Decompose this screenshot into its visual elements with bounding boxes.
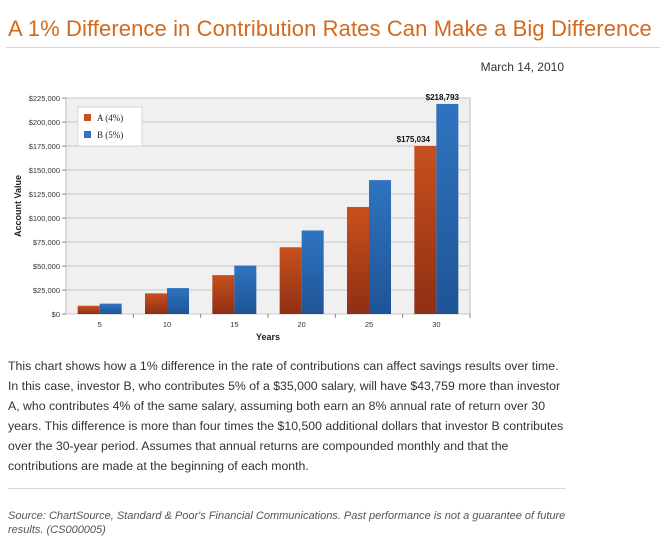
- legend-swatch-b: [84, 131, 91, 138]
- y-tick-label: $125,000: [29, 190, 60, 199]
- bar-b-5: [99, 303, 122, 314]
- y-tick-label: $0: [52, 310, 60, 319]
- x-tick-label: 15: [230, 320, 238, 329]
- bar-a-30: [414, 145, 437, 314]
- bar-chart: $0 $25,000 $50,000 $75,000 $100,000 $125,000 $…: [8, 90, 478, 345]
- legend-label-b: B (5%): [97, 130, 123, 140]
- x-tick-label: 10: [163, 320, 171, 329]
- bar-b-30: [436, 103, 459, 315]
- legend-swatch-a: [84, 114, 91, 121]
- bar-b-10: [167, 288, 189, 314]
- legend-box: [77, 106, 143, 147]
- bar-a-20: [279, 247, 302, 314]
- bar-b-15: [234, 265, 257, 314]
- source-note: Source: ChartSource, Standard & Poor's F…: [8, 510, 566, 536]
- y-tick-label: $50,000: [33, 262, 60, 271]
- x-tick-label: 5: [98, 320, 102, 329]
- publish-date: March 14, 2010: [480, 60, 564, 74]
- y-tick-label: $150,000: [29, 166, 60, 175]
- y-axis-title: Account Value: [13, 175, 23, 237]
- bar-b-20: [301, 230, 324, 314]
- y-tick-label: $25,000: [33, 286, 60, 295]
- source-divider: [8, 488, 566, 489]
- chart-svg: $0 $25,000 $50,000 $75,000 $100,000 $125,000 $…: [13, 93, 471, 342]
- bar-a-5: [77, 305, 100, 314]
- bar-b-25: [369, 180, 391, 314]
- y-tick-label: $100,000: [29, 214, 60, 223]
- bar-a-15: [212, 275, 235, 314]
- y-tick-label: $225,000: [29, 94, 60, 103]
- y-tick-label: $75,000: [33, 238, 60, 247]
- y-tick-label: $175,000: [29, 142, 60, 151]
- x-tick-label: 20: [297, 320, 305, 329]
- bar-a-25: [347, 206, 369, 314]
- x-tick-label: 25: [365, 320, 373, 329]
- title-divider: [6, 47, 660, 48]
- chart-description: This chart shows how a 1% difference in …: [8, 359, 564, 473]
- y-tick-label: $200,000: [29, 118, 60, 127]
- bar-a-10: [145, 293, 167, 314]
- x-axis-title: Years: [256, 332, 280, 342]
- data-label: $175,034: [397, 135, 431, 144]
- page-title: A 1% Difference in Contribution Rates Ca…: [8, 16, 652, 41]
- legend-label-a: A (4%): [97, 113, 123, 123]
- data-label: $218,793: [426, 93, 460, 102]
- x-tick-label: 30: [432, 320, 440, 329]
